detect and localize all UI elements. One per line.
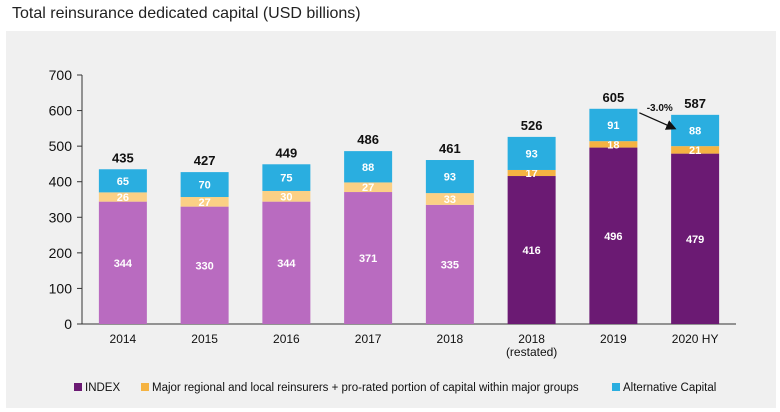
- bar-value-label: 26: [117, 192, 129, 204]
- bar-segment: [180, 172, 229, 198]
- x-tick-label: 2015: [191, 332, 218, 346]
- legend-swatch: [74, 383, 82, 391]
- bar-value-label: 21: [689, 145, 701, 157]
- bar-segment: [344, 192, 393, 324]
- bar-value-label: 335: [441, 259, 459, 271]
- bar-value-label: 479: [686, 234, 704, 246]
- bar-total-label: 449: [276, 145, 298, 160]
- bar-total-label: 605: [603, 90, 625, 105]
- bar-total-label: 587: [684, 96, 706, 111]
- bar-segment: [671, 114, 720, 147]
- bar-value-label: 88: [362, 162, 374, 174]
- bar-segment: [180, 197, 229, 207]
- bar-total-label: 435: [112, 150, 134, 165]
- bar-segment: [262, 190, 311, 202]
- legend-label: Alternative Capital: [623, 382, 716, 394]
- bar-segment: [98, 192, 147, 202]
- bar-value-label: 27: [199, 197, 211, 209]
- bar-segment: [589, 141, 638, 148]
- bar-segment: [589, 108, 638, 142]
- chart-panel: 0 100 200 300 400 500 600 700 344 26 65 435 2014 330 2…: [6, 31, 776, 408]
- bar-segment: [98, 169, 147, 193]
- legend-label: INDEX: [85, 382, 120, 394]
- bar-value-label: 27: [362, 182, 374, 194]
- bar-value-label: 88: [689, 125, 701, 137]
- bar-value-label: 344: [277, 258, 296, 270]
- stacked-bar-chart: 0 100 200 300 400 500 600 700 344 26 65 435 2014 330 2…: [49, 67, 736, 394]
- bar-value-label: 496: [604, 231, 622, 243]
- change-annotation-label: -3.0%: [647, 103, 673, 114]
- bar-segment: [425, 193, 474, 205]
- y-tick-label: 0: [64, 316, 72, 332]
- bar-value-label: 18: [607, 139, 619, 151]
- y-tick-label: 400: [49, 174, 73, 190]
- x-tick-label: 2017: [355, 332, 382, 346]
- bar-segment: [507, 136, 556, 170]
- bar-value-label: 344: [114, 258, 133, 270]
- x-tick-label: 2018: [437, 332, 464, 346]
- bar-total-label: 461: [439, 141, 461, 156]
- bar-value-label: 93: [526, 148, 538, 160]
- bar-total-label: 427: [194, 153, 216, 168]
- y-tick-label: 200: [49, 245, 73, 261]
- bar-segment: [344, 151, 393, 183]
- change-arrow: [639, 112, 677, 130]
- bar-total-label: 486: [357, 132, 379, 147]
- bar-segment: [98, 201, 147, 324]
- legend-swatch: [612, 383, 620, 391]
- chart-title: Total reinsurance dedicated capital (USD…: [12, 5, 361, 22]
- bar-segment: [507, 169, 556, 177]
- y-tick-label: 300: [49, 209, 73, 225]
- legend-label: Major regional and local reinsurers + pr…: [152, 382, 579, 394]
- y-tick-label: 100: [49, 280, 73, 296]
- bar-segment: [507, 176, 556, 324]
- bar-segment: [180, 206, 229, 324]
- bar-segment: [589, 147, 638, 324]
- y-tick-label: 600: [49, 103, 73, 119]
- x-tick-label: 2016: [273, 332, 300, 346]
- legend-swatch: [141, 383, 149, 391]
- x-tick-label: 2018: [518, 332, 545, 346]
- bar-value-label: 17: [526, 168, 538, 180]
- bar-segment: [671, 153, 720, 324]
- bar-value-label: 93: [444, 172, 456, 184]
- x-tick-label: (restated): [506, 345, 557, 359]
- x-tick-label: 2020 HY: [672, 332, 719, 346]
- bar-total-label: 526: [521, 118, 543, 133]
- bar-segment: [671, 146, 720, 154]
- bar-value-label: 330: [195, 260, 213, 272]
- y-tick-label: 500: [49, 138, 73, 154]
- bar-segment: [262, 164, 311, 191]
- bar-segment: [425, 204, 474, 324]
- bar-segment: [425, 160, 474, 194]
- y-tick-label: 700: [49, 67, 73, 83]
- bar-value-label: 371: [359, 253, 377, 265]
- bar-value-label: 65: [117, 176, 129, 188]
- bar-value-label: 416: [522, 245, 540, 257]
- bar-segment: [262, 201, 311, 324]
- bar-value-label: 70: [199, 180, 211, 192]
- x-tick-label: 2014: [110, 332, 137, 346]
- bar-value-label: 91: [607, 120, 619, 132]
- bar-value-label: 33: [444, 194, 456, 206]
- bar-segment: [344, 182, 393, 193]
- bar-value-label: 30: [280, 191, 292, 203]
- bar-value-label: 75: [280, 173, 292, 185]
- x-tick-label: 2019: [600, 332, 627, 346]
